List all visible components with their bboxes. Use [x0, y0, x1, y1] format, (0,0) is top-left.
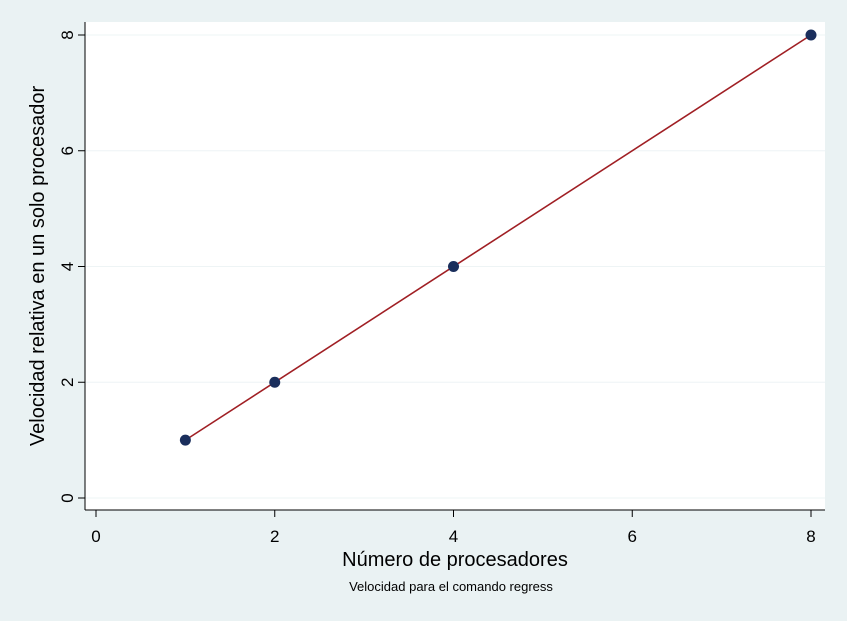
- series: [179, 29, 817, 446]
- x-tick-label: 4: [449, 527, 458, 546]
- y-axis-title: Velocidad relativa en un solo procesador: [27, 86, 49, 447]
- y-tick-label: 8: [58, 30, 77, 39]
- y-tick-label: 2: [58, 378, 77, 387]
- data-point: [805, 29, 817, 41]
- y-tick-label: 6: [58, 146, 77, 155]
- x-tick-label: 0: [91, 527, 100, 546]
- data-point: [269, 376, 281, 388]
- ticks: 0 2 4 6 8 0 2 4 6 8: [58, 30, 816, 546]
- data-point: [179, 434, 191, 446]
- x-tick-label: 8: [806, 527, 815, 546]
- y-tick-label: 4: [58, 262, 77, 271]
- y-tick-label: 0: [58, 493, 77, 502]
- x-tick-label: 6: [628, 527, 637, 546]
- x-tick-label: 2: [270, 527, 279, 546]
- regression-line: [184, 34, 812, 441]
- x-axis-title: Número de procesadores: [342, 549, 568, 571]
- data-point: [448, 261, 459, 272]
- chart-caption: Velocidad para el comando regress: [349, 579, 553, 594]
